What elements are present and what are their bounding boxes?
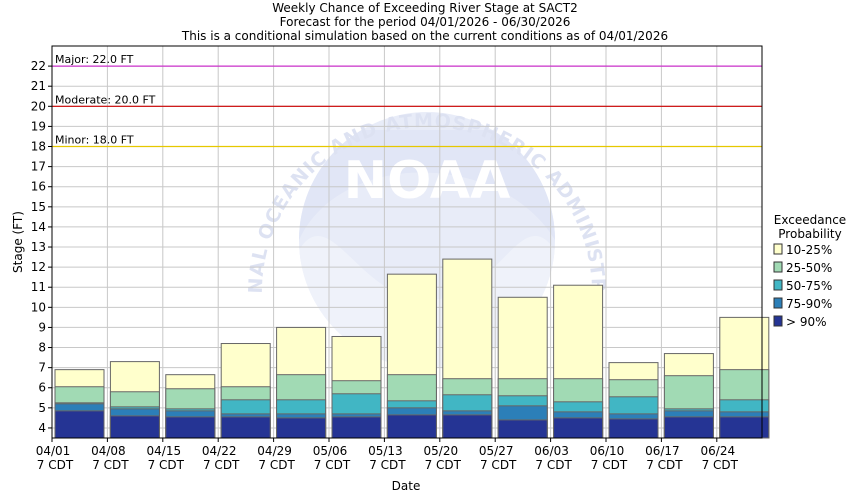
y-tick-label: 20 (31, 99, 46, 113)
watermark-logo-text: NOAA (344, 151, 511, 211)
y-tick-label: 11 (31, 280, 46, 294)
bar-segment (719, 416, 770, 439)
x-tick-sublabel: 7 CDT (203, 458, 240, 472)
x-tick-sublabel: 7 CDT (369, 458, 406, 472)
y-tick-label: 18 (31, 140, 46, 154)
x-tick-label: 04/01 (36, 444, 71, 458)
bar-segment (165, 416, 216, 439)
x-tick-sublabel: 7 CDT (314, 458, 351, 472)
legend-swatch (773, 315, 783, 327)
legend-swatch (773, 279, 783, 291)
flood-levels: Major: 22.0 FT Moderate: 20.0 FT Minor: 18… (52, 53, 762, 148)
x-tick-sublabel: 7 CDT (425, 458, 462, 472)
x-tick-label: 05/20 (424, 444, 459, 458)
bar-segment (54, 410, 105, 439)
legend-swatch (773, 261, 783, 273)
x-tick-sublabel: 7 CDT (258, 458, 295, 472)
y-tick-label: 22 (31, 59, 46, 73)
legend: Exceedance Probability 10-25% 25-50% 50-75… (773, 213, 846, 329)
x-tick-label: 06/24 (701, 444, 736, 458)
y-tick-label: 16 (31, 180, 46, 194)
y-tick-label: 19 (31, 119, 46, 133)
legend-swatch (773, 297, 783, 309)
bar-segment (497, 419, 548, 439)
y-tick-label: 5 (38, 401, 46, 415)
x-tick-label: 06/03 (534, 444, 569, 458)
plot-frame (51, 45, 763, 439)
legend-swatch (773, 243, 783, 255)
x-tick-sublabel: 7 CDT (646, 458, 683, 472)
y-tick-label: 13 (31, 240, 46, 254)
bars (54, 258, 770, 439)
x-tick-label: 06/17 (645, 444, 680, 458)
legend-label: 25-50% (786, 261, 832, 275)
bar-segment (276, 417, 327, 439)
y-tick-label: 6 (38, 381, 46, 395)
flood-level-label: Moderate: 20.0 FT (55, 93, 156, 106)
chart-title-1: Weekly Chance of Exceeding River Stage a… (272, 1, 578, 15)
y-tick-label: 7 (38, 361, 46, 375)
x-tick-sublabel: 7 CDT (148, 458, 185, 472)
x-tick-label: 05/27 (479, 444, 514, 458)
x-tick-sublabel: 7 CDT (480, 458, 517, 472)
x-tick-sublabel: 7 CDT (702, 458, 739, 472)
legend-label: > 90% (786, 315, 827, 329)
chart-title-2: Forecast for the period 04/01/2026 - 06/… (280, 15, 571, 29)
x-tick-label: 04/22 (202, 444, 237, 458)
bar-segment (386, 414, 437, 439)
flood-level-label: Minor: 18.0 FT (55, 134, 134, 147)
bar-segment (442, 414, 493, 439)
legend-label: 75-90% (786, 297, 832, 311)
x-tick-label: 04/08 (91, 444, 126, 458)
bar-segment (220, 416, 271, 439)
y-tick-label: 10 (31, 300, 46, 314)
y-tick-label: 9 (38, 320, 46, 334)
legend-label: 10-25% (786, 243, 832, 257)
y-axis-ticks: 4 5 6 7 8 9 10 11 12 13 14 15 16 17 18 19 20 21 22 (31, 59, 52, 435)
bar-segment (109, 415, 160, 439)
bar-segment (553, 417, 604, 439)
y-axis-label: Stage (FT) (11, 211, 25, 273)
y-tick-label: 15 (31, 200, 46, 214)
x-tick-label: 05/06 (313, 444, 348, 458)
x-tick-sublabel: 7 CDT (92, 458, 129, 472)
x-tick-label: 04/15 (147, 444, 182, 458)
y-tick-label: 8 (38, 341, 46, 355)
x-axis-label: Date (392, 479, 421, 493)
flood-level-label: Major: 22.0 FT (55, 53, 134, 66)
y-tick-label: 12 (31, 260, 46, 274)
y-tick-label: 14 (31, 220, 46, 234)
chart-title-3: This is a conditional simulation based o… (181, 29, 668, 43)
x-tick-label: 05/13 (368, 444, 403, 458)
x-tick-sublabel: 7 CDT (535, 458, 572, 472)
legend-title-2: Probability (778, 227, 841, 241)
legend-title-1: Exceedance (774, 213, 846, 227)
y-tick-label: 4 (38, 421, 46, 435)
x-tick-sublabel: 7 CDT (37, 458, 74, 472)
x-tick-sublabel: 7 CDT (591, 458, 628, 472)
x-tick-label: 04/29 (257, 444, 292, 458)
legend-label: 50-75% (786, 279, 832, 293)
bar-segment (663, 416, 714, 439)
x-tick-label: 06/10 (590, 444, 625, 458)
y-tick-label: 21 (31, 79, 46, 93)
bar-segment (331, 416, 382, 439)
y-tick-label: 17 (31, 160, 46, 174)
bar-segment (608, 418, 659, 439)
